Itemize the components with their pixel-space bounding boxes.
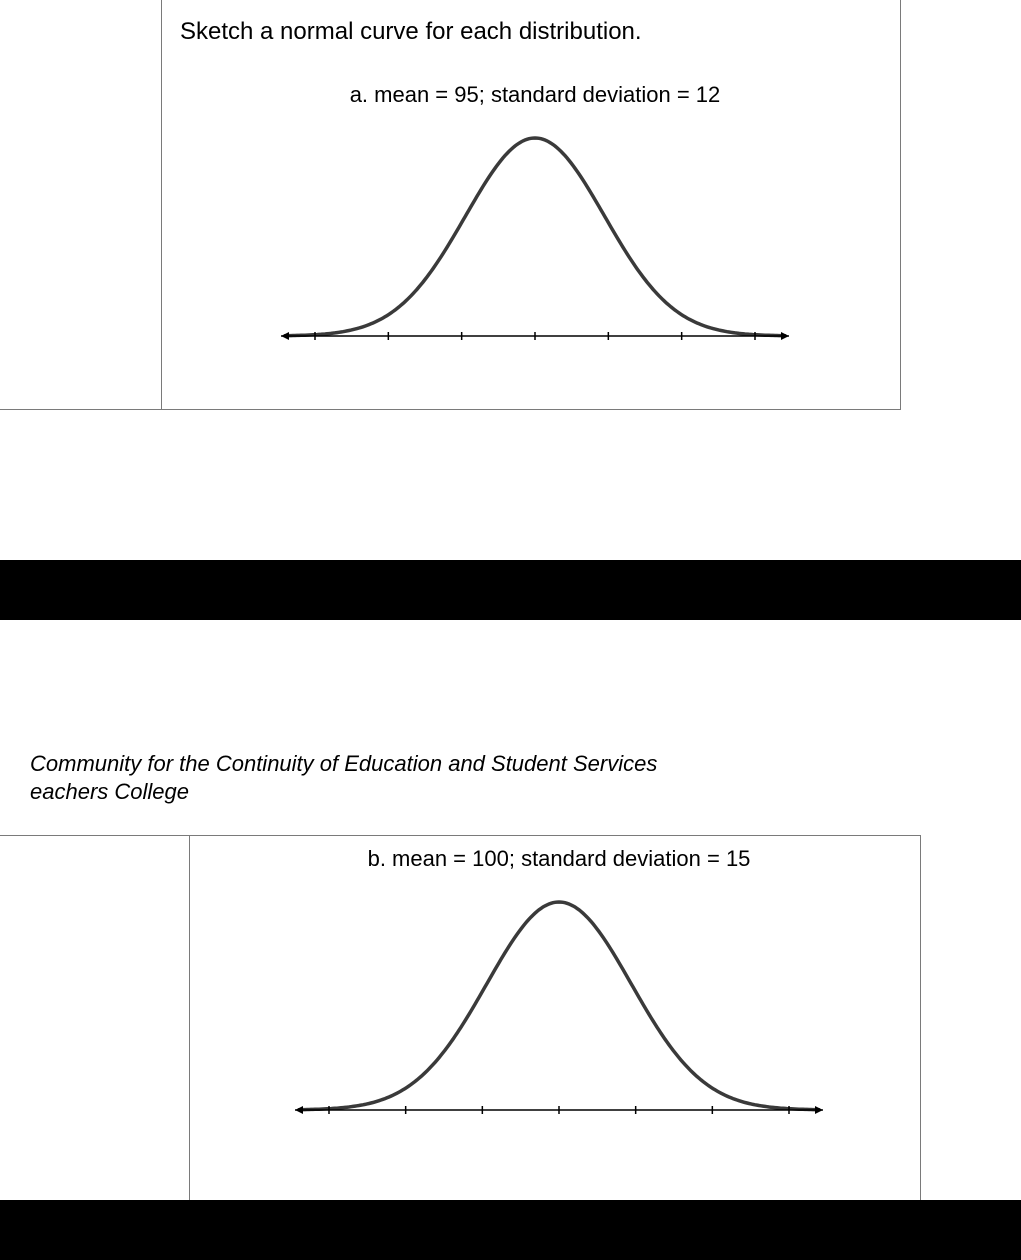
footer-line-1: Community for the Continuity of Educatio… [30,751,657,776]
item-b-label: b. mean = 100; standard deviation = 15 [208,846,910,872]
instruction-text: Sketch a normal curve for each distribut… [180,18,890,46]
content-cell-bottom: b. mean = 100; standard deviation = 15 [190,835,921,1200]
left-cell-spacer-bottom [0,835,190,1200]
curve-a-wrap [180,124,890,354]
normal-curve-a [275,124,795,354]
footer-line-2: eachers College [30,779,189,804]
curve-b-wrap [208,888,910,1128]
left-cell-spacer-top [0,0,162,410]
footer-text: Community for the Continuity of Educatio… [30,750,657,805]
page: Sketch a normal curve for each distribut… [0,0,1021,1200]
item-a-label: a. mean = 95; standard deviation = 12 [180,82,890,108]
normal-curve-b [289,888,829,1128]
slide-bottom: Community for the Continuity of Educatio… [0,620,1021,1200]
content-cell-top: Sketch a normal curve for each distribut… [162,0,901,410]
slide-top: Sketch a normal curve for each distribut… [0,0,1021,560]
